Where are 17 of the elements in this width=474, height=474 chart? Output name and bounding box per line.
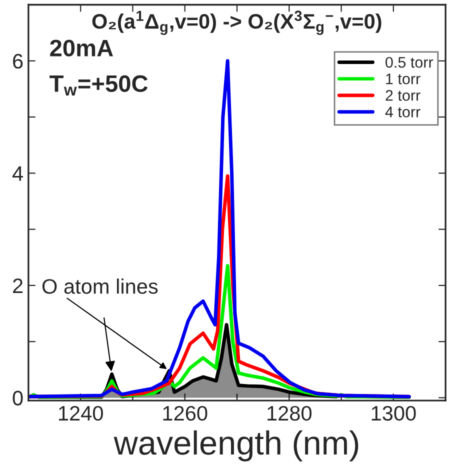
legend-label: 2 torr: [386, 90, 420, 101]
annotation: O atom lines: [42, 278, 158, 294]
x-axis-title: wavelength (nm): [114, 430, 358, 462]
y-tick-label: 4: [12, 166, 23, 181]
x-tick-label: 1240: [59, 406, 103, 421]
legend-label: 1 torr: [386, 74, 420, 84]
chart-title: O₂(a$^{1}$Δ$_{g}$,v=0) -> O₂(X$^{3}$Σ$_{g}$$^{−}$,v=0): [92, 10, 382, 35]
y-tick-label: 2: [13, 278, 23, 293]
legend-label: 0.5 torr: [386, 56, 434, 68]
legend-label: 4 torr: [385, 106, 420, 118]
annotation: 20mA: [50, 40, 113, 56]
y-tick-label: 6: [13, 54, 23, 69]
x-tick-label: 1280: [268, 406, 312, 421]
x-tick-label: 1300: [372, 406, 416, 421]
x-tick-label: 1260: [163, 406, 208, 421]
annotation: T$_{w}$=+50C: [50, 75, 148, 96]
y-tick-label: 0: [12, 390, 23, 406]
